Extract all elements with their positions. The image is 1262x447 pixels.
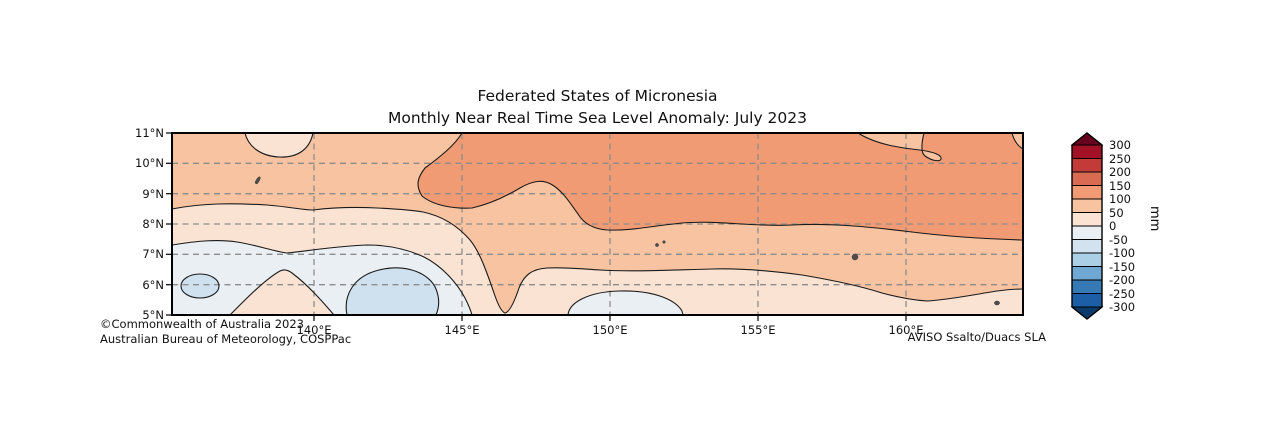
credit-data-source: AVISO Ssalto/Duacs SLA [907, 330, 1046, 344]
colorbar-segment [1071, 171, 1103, 186]
y-tick-label: 6°N [142, 277, 164, 292]
contour-m50mm-central [345, 267, 440, 316]
credit-attribution: ©Commonwealth of Australia 2023 Australi… [100, 317, 351, 347]
chart-title: Federated States of Micronesia Monthly N… [172, 85, 1023, 129]
colorbar-tick-label: 200 [1109, 165, 1131, 179]
colorbar-tick-label: -50 [1109, 232, 1128, 247]
island-marker [994, 300, 1000, 306]
fill-core-west-m100-m50 [181, 274, 219, 298]
colorbar-tick-label: 150 [1109, 178, 1131, 193]
x-tick-label: 160°E [888, 323, 924, 337]
credit-line2: Australian Bureau of Meteorology, COSPPa… [100, 332, 352, 346]
contour-lines [171, 132, 1024, 316]
fill-corner-notch-50-100 [1012, 133, 1023, 149]
contour-0mm-pocket [567, 290, 684, 316]
colorbar-tick-label: 0 [1109, 219, 1117, 233]
colorbar-unit-label: mm [1147, 206, 1162, 232]
colorbar-segment [1071, 144, 1103, 159]
gridlines [172, 133, 1023, 315]
colorbar-tick-label: 300 [1109, 138, 1131, 152]
chart-title-line2: Monthly Near Real Time Sea Level Anomaly… [387, 109, 807, 127]
colorbar-segments [1071, 144, 1103, 308]
colorbar-segment [1071, 266, 1103, 281]
colorbar-outline [1071, 132, 1103, 320]
island-marker [851, 253, 859, 261]
y-tick-label: 11°N [135, 126, 164, 140]
x-tick-label: 155°E [740, 323, 776, 337]
sla-contour-map [166, 132, 1024, 321]
fill-region-100-150 [418, 133, 1023, 240]
colorbar [1070, 132, 1104, 320]
fill-wedge-0-50 [230, 269, 334, 315]
x-tick-label: 140°E [296, 323, 332, 337]
colorbar-segment [1071, 279, 1103, 294]
island-marker [655, 243, 659, 247]
colorbar-tick-label: -300 [1109, 300, 1136, 314]
contour-100mm-tongue [857, 132, 942, 162]
y-tick-label: 10°N [135, 156, 164, 171]
colorbar-segment [1071, 293, 1103, 308]
y-tick-label: 9°N [142, 186, 164, 201]
colorbar-segment [1071, 198, 1103, 213]
contour-0mm [171, 240, 473, 316]
colorbar-tick-label: 100 [1109, 192, 1131, 206]
colorbar-segment [1071, 212, 1103, 227]
contour-100mm [417, 132, 1024, 241]
colorbar-tick-label: 50 [1109, 205, 1124, 220]
colorbar-tick-label: -250 [1109, 286, 1136, 301]
land-markers [254, 176, 1000, 306]
colorbar-segment [1071, 185, 1103, 200]
contour-m50mm-west [180, 273, 220, 299]
colorbar-tick-label: -200 [1109, 273, 1136, 287]
colorbar-over-arrow [1070, 132, 1104, 146]
chart-title-line1: Federated States of Micronesia [477, 87, 718, 105]
x-tick-label: 150°E [592, 323, 628, 337]
y-tick-label: 8°N [142, 216, 164, 231]
contour-50mm-north-blob [244, 132, 314, 158]
y-tick-label: 7°N [142, 247, 164, 262]
contour-100mm-corner [1011, 132, 1024, 150]
fill-pocket-m50-0 [568, 290, 683, 315]
x-tick-label: 145°E [444, 323, 480, 337]
fill-north-blob-0-50 [245, 133, 313, 158]
island-marker [254, 176, 261, 185]
colorbar-segment [1071, 158, 1103, 173]
fill-core-central-m100-m50 [346, 267, 439, 315]
contour-50mm [171, 203, 1024, 314]
colorbar-segment [1071, 225, 1103, 240]
colorbar-tick-label: -150 [1109, 259, 1136, 274]
colorbar-under-arrow [1070, 306, 1104, 320]
colorbar-tick-label: -100 [1109, 246, 1136, 260]
island-marker [662, 240, 666, 244]
colorbar-segment [1071, 239, 1103, 254]
contour-0mm-wedge [229, 269, 335, 316]
colorbar-segment [1071, 252, 1103, 267]
map-frame [171, 132, 1024, 316]
colorbar-tick-label: 250 [1109, 151, 1131, 166]
credit-line1: ©Commonwealth of Australia 2023 [100, 317, 305, 331]
y-tick-label: 5°N [142, 307, 164, 322]
